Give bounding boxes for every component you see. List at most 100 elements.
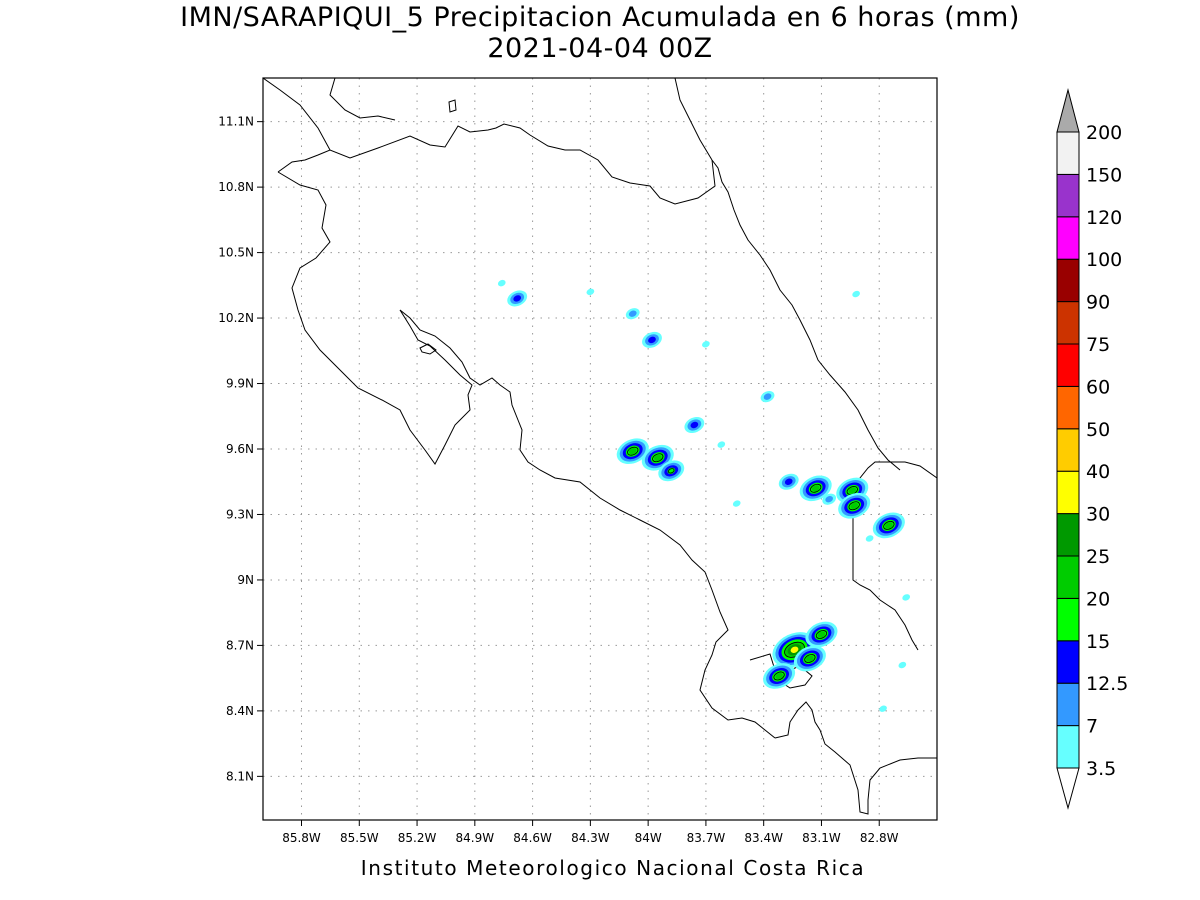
lon-tick-label: 83.4W: [744, 831, 783, 845]
precip-contour: [497, 279, 506, 287]
lon-tick-label: 84.6W: [513, 831, 552, 845]
colorbar-swatch: [1056, 597, 1080, 642]
precip-cell: [625, 308, 640, 320]
colorbar-legend: 3.5 7 12.5 15 20 25 30 40 50 60 75 90 100 120 150 200: [1056, 88, 1128, 810]
precip-contour: [648, 336, 656, 344]
colorbar-swatch: [1056, 428, 1080, 472]
colorbar-label: 120: [1086, 207, 1122, 229]
precip-isoline: [883, 520, 895, 530]
precip-contour: [717, 441, 726, 448]
colorbar-label: 50: [1086, 419, 1110, 441]
precip-cell: [898, 661, 907, 669]
precip-isoline: [810, 483, 822, 493]
caribbean-coast: [711, 159, 901, 471]
lat-tick-label: 8.1N: [226, 769, 254, 783]
precip-isoline: [848, 501, 860, 511]
precip-contour: [902, 594, 911, 601]
lon-tick-label: 85.8W: [282, 831, 321, 845]
precip-cell: [805, 621, 838, 648]
precip-contour: [852, 290, 860, 298]
precip-contour: [848, 487, 857, 494]
colorbar-upper-arrow: [1056, 88, 1080, 133]
colorbar-swatch: [1056, 470, 1080, 515]
precip-contour: [702, 341, 710, 348]
precip-cell: [902, 594, 911, 601]
map-frame: [262, 77, 938, 821]
precip-isoline: [773, 671, 785, 681]
precip-cell: [760, 391, 775, 403]
precip-contour: [817, 631, 826, 638]
colorbar-swatch: [1056, 216, 1080, 260]
precip-cell: [799, 475, 832, 502]
precip-cell: [507, 290, 528, 307]
island-caribbean: [448, 99, 457, 113]
precip-cell: [852, 290, 860, 298]
colorbar-label: 12.5: [1086, 673, 1128, 695]
lat-tick-label: 10.5N: [218, 246, 254, 260]
precip-contour: [850, 502, 859, 509]
precipitation-field: [497, 279, 911, 712]
precip-cell: [865, 535, 874, 542]
longitude-axis: 85.8W 85.5W 85.2W 84.9W 84.6W 84.3W 84W 83.7W 83…: [282, 820, 899, 845]
colorbar-label: 75: [1086, 334, 1110, 356]
lat-tick-label: 8.7N: [226, 638, 254, 652]
lon-tick-label: 85.2W: [398, 831, 437, 845]
precip-isoline: [627, 446, 639, 456]
colorbar-swatch: [1056, 131, 1080, 175]
lat-tick-label: 10.8N: [218, 180, 254, 194]
precip-cell: [717, 441, 726, 448]
precip-isoline: [804, 654, 816, 663]
lat-tick-label: 10.2N: [218, 311, 254, 325]
lat-tick-label: 9N: [237, 573, 254, 587]
nicaragua-lake-coast: [263, 78, 331, 151]
lon-tick-label: 83.1W: [802, 831, 841, 845]
colorbar-label: 15: [1086, 631, 1110, 653]
precip-contour: [628, 310, 637, 317]
precip-cell: [642, 331, 662, 348]
institution-footer: Instituto Meteorologico Nacional Costa R…: [360, 856, 866, 880]
precip-cell: [778, 473, 799, 490]
colorbar-label: 3.5: [1086, 758, 1116, 780]
nicoya-gulf: [399, 309, 776, 739]
precip-cell: [616, 438, 649, 465]
precip-cell: [838, 492, 871, 519]
coastline-borders: [263, 78, 937, 815]
precip-cell: [872, 512, 905, 539]
precip-isoline: [815, 630, 828, 639]
precip-cell: [793, 645, 826, 672]
colorbar-label: 7: [1086, 716, 1098, 738]
precip-cell: [879, 705, 887, 712]
title-line-1: IMN/SARAPIQUI_5 Precipitacion Acumulada …: [180, 2, 1020, 33]
precip-cell: [763, 663, 796, 689]
lon-tick-label: 84.3W: [571, 831, 610, 845]
precip-contour: [586, 288, 595, 296]
precip-cell: [586, 288, 595, 296]
colorbar-swatch: [1056, 343, 1080, 387]
precip-cell: [822, 493, 837, 505]
precip-contour: [653, 454, 662, 461]
lon-tick-label: 84W: [635, 831, 662, 845]
colorbar-label: 30: [1086, 504, 1110, 526]
precip-contour: [775, 672, 783, 680]
precip-contour: [865, 535, 874, 542]
precip-cell: [658, 460, 685, 482]
lat-tick-label: 9.3N: [226, 507, 254, 521]
colorbar-swatch: [1056, 385, 1080, 430]
precip-contour: [811, 485, 820, 492]
map-gridlines: [263, 78, 937, 820]
precip-cell: [641, 444, 674, 471]
colorbar-label: 25: [1086, 546, 1110, 568]
pacific-coast-north: [277, 171, 473, 465]
precip-contour: [885, 522, 893, 529]
colorbar-swatch: [1056, 173, 1080, 218]
panama-border: [852, 461, 937, 651]
lat-tick-label: 9.6N: [226, 442, 254, 456]
colorbar-swatch: [1056, 301, 1080, 345]
nicaragua-border: [277, 123, 716, 205]
precip-contour: [732, 500, 741, 507]
colorbar-swatch: [1056, 725, 1080, 769]
osa-peninsula: [774, 701, 937, 815]
lon-tick-label: 82.8W: [860, 831, 899, 845]
precip-contour: [690, 421, 699, 429]
